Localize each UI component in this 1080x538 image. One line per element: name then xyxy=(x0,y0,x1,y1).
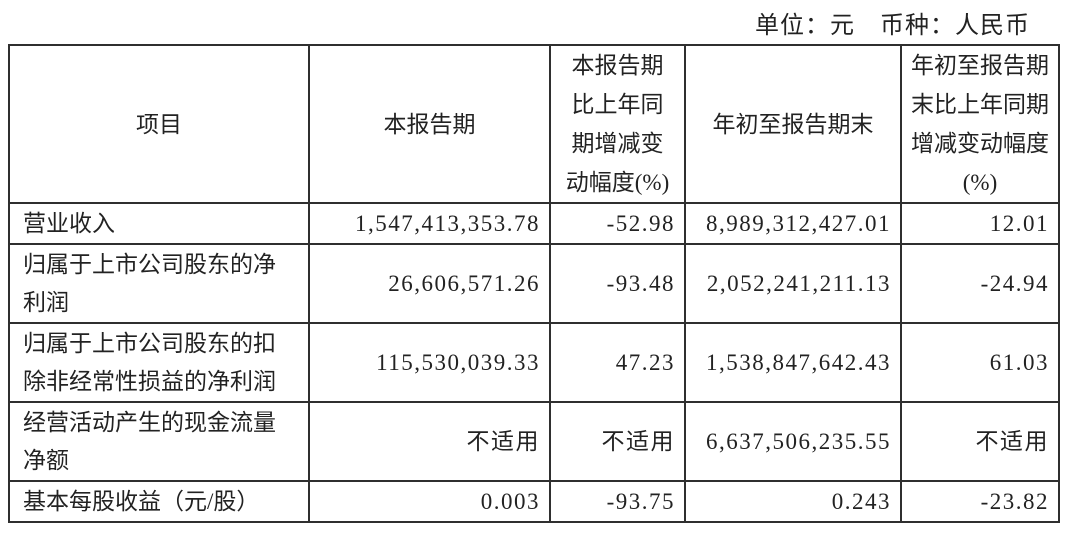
unit-currency-note: 单位：元 币种：人民币 xyxy=(755,13,1030,39)
cell-current-period: 26,606,571.26 xyxy=(308,243,551,324)
cell-current-period-change-pct: -93.48 xyxy=(549,243,686,324)
col-header-current-period: 本报告期 xyxy=(308,44,551,204)
cell-ytd: 6,637,506,235.55 xyxy=(684,401,902,482)
table-row-net-profit-excl-nonrecurring: 归属于上市公司股东的扣 除非经常性损益的净利润 115,530,039.33 4… xyxy=(8,322,1060,403)
cell-ytd: 2,052,241,211.13 xyxy=(684,243,902,324)
cell-ytd-change-pct: 不适用 xyxy=(900,401,1060,482)
cell-ytd: 0.243 xyxy=(684,480,902,523)
cell-current-period-change-pct: -52.98 xyxy=(549,202,686,245)
table-row-operating-cash-flow: 经营活动产生的现金流量 净额 不适用 不适用 6,637,506,235.55 … xyxy=(8,401,1060,482)
col-header-current-period-change-pct: 本报告期 比上年同 期增减变 动幅度(%) xyxy=(549,44,686,204)
table-row-net-profit: 归属于上市公司股东的净 利润 26,606,571.26 -93.48 2,05… xyxy=(8,243,1060,324)
cell-current-period-change-pct: -93.75 xyxy=(549,480,686,523)
table-row-basic-eps: 基本每股收益（元/股） 0.003 -93.75 0.243 -23.82 xyxy=(8,480,1060,523)
cell-ytd: 1,538,847,642.43 xyxy=(684,322,902,403)
cell-ytd-change-pct: 61.03 xyxy=(900,322,1060,403)
cell-ytd-change-pct: -24.94 xyxy=(900,243,1060,324)
col-header-ytd: 年初至报告期末 xyxy=(684,44,902,204)
col-header-ytd-change-pct: 年初至报告期 末比上年同期 增减变动幅度 (%) xyxy=(900,44,1060,204)
cell-ytd-change-pct: 12.01 xyxy=(900,202,1060,245)
cell-current-period: 1,547,413,353.78 xyxy=(308,202,551,245)
cell-item: 营业收入 xyxy=(8,202,310,245)
cell-ytd-change-pct: -23.82 xyxy=(900,480,1060,523)
cell-item: 经营活动产生的现金流量 净额 xyxy=(8,401,310,482)
cell-item: 归属于上市公司股东的净 利润 xyxy=(8,243,310,324)
header-row: 项目 本报告期 本报告期 比上年同 期增减变 动幅度(%) 年初至报告期末 年初… xyxy=(8,44,1060,204)
cell-ytd: 8,989,312,427.01 xyxy=(684,202,902,245)
cell-item: 基本每股收益（元/股） xyxy=(8,480,310,523)
cell-item: 归属于上市公司股东的扣 除非经常性损益的净利润 xyxy=(8,322,310,403)
financial-summary-table: 项目 本报告期 本报告期 比上年同 期增减变 动幅度(%) 年初至报告期末 年初… xyxy=(8,44,1060,523)
cell-current-period: 不适用 xyxy=(308,401,551,482)
cell-current-period: 0.003 xyxy=(308,480,551,523)
cell-current-period-change-pct: 不适用 xyxy=(549,401,686,482)
col-header-item: 项目 xyxy=(8,44,310,204)
cell-current-period-change-pct: 47.23 xyxy=(549,322,686,403)
cell-current-period: 115,530,039.33 xyxy=(308,322,551,403)
table-row-revenue: 营业收入 1,547,413,353.78 -52.98 8,989,312,4… xyxy=(8,202,1060,245)
